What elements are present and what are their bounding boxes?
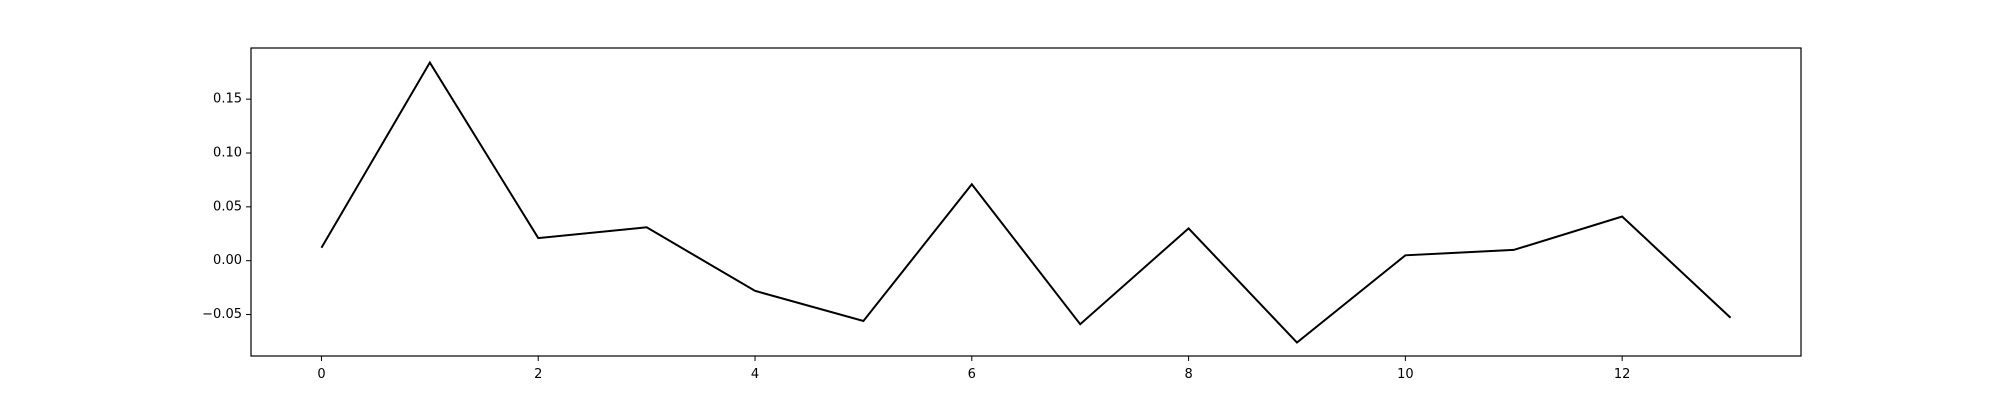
plot-frame	[250, 47, 1802, 357]
series-line	[320, 60, 1732, 344]
x-tick-label: 6	[968, 367, 976, 382]
x-tick-label: 4	[751, 367, 759, 382]
x-tick-label: 2	[534, 367, 542, 382]
y-tick-label: 0.05	[213, 199, 242, 214]
x-tick-label: 8	[1184, 367, 1192, 382]
x-tick-label: 0	[317, 367, 325, 382]
x-tick-label: 12	[1614, 367, 1631, 382]
y-tick-label: 0.10	[213, 146, 242, 161]
y-tick-label: 0.15	[213, 92, 242, 107]
x-axis: 0 2 4 6 8 10 12	[317, 356, 1630, 382]
x-tick-label: 10	[1397, 367, 1414, 382]
y-tick-label: −0.05	[202, 307, 242, 322]
y-tick-label: 0.00	[213, 253, 242, 268]
y-axis: −0.05 0.00 0.05 0.10 0.15	[202, 92, 251, 322]
